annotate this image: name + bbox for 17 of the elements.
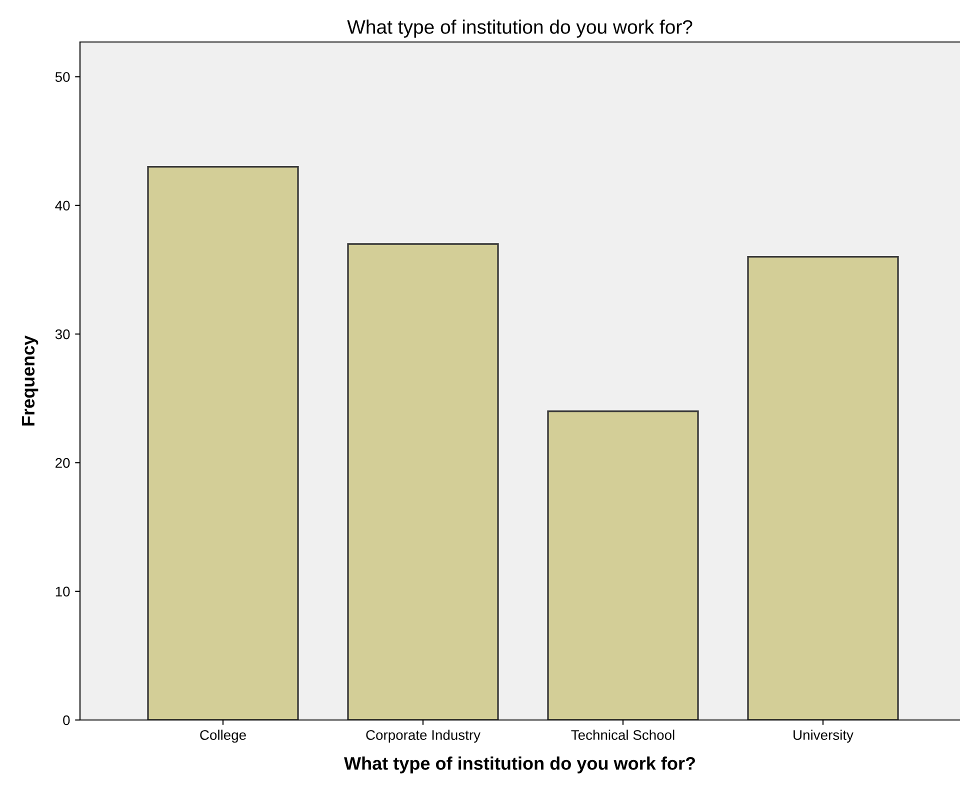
x-tick-label: Technical School [571, 730, 674, 740]
y-tick-label: 40 [55, 200, 70, 211]
bar [547, 410, 699, 720]
x-axis-title: What type of institution do you work for? [344, 756, 695, 774]
y-axis-title: Frequency [22, 335, 38, 426]
y-tick-label: 10 [56, 586, 70, 597]
bar [347, 243, 499, 720]
bar [147, 166, 299, 720]
y-tick-label: 30 [55, 329, 70, 340]
x-tick-label: University [794, 730, 854, 743]
bar [747, 256, 899, 720]
chart-title: What type of institution do you work for? [347, 20, 692, 38]
y-tick-label: 0 [63, 715, 70, 726]
y-tick-label: 20 [56, 458, 70, 468]
x-tick-label: College [200, 730, 246, 743]
y-tick-label: 50 [55, 72, 70, 82]
x-tick-label: Corporate Industry [366, 730, 480, 743]
